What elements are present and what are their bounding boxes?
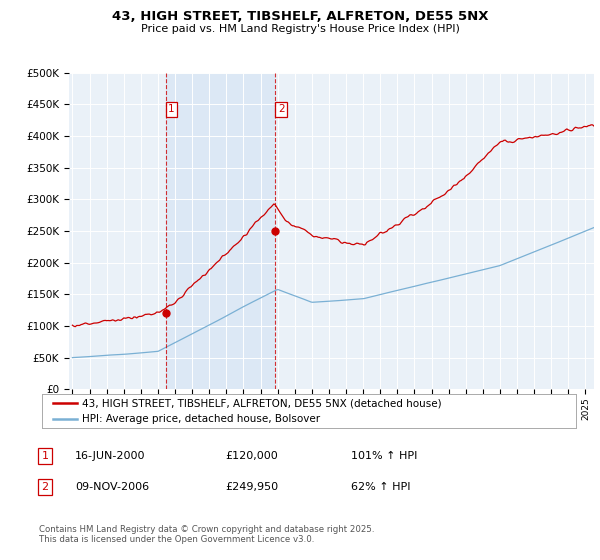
Text: 43, HIGH STREET, TIBSHELF, ALFRETON, DE55 5NX: 43, HIGH STREET, TIBSHELF, ALFRETON, DE5…: [112, 10, 488, 22]
Text: Contains HM Land Registry data © Crown copyright and database right 2025.
This d: Contains HM Land Registry data © Crown c…: [39, 525, 374, 544]
Text: HPI: Average price, detached house, Bolsover: HPI: Average price, detached house, Bols…: [82, 414, 320, 424]
Text: 62% ↑ HPI: 62% ↑ HPI: [351, 482, 410, 492]
Text: £249,950: £249,950: [225, 482, 278, 492]
Text: £120,000: £120,000: [225, 451, 278, 461]
Text: Price paid vs. HM Land Registry's House Price Index (HPI): Price paid vs. HM Land Registry's House …: [140, 24, 460, 34]
Text: 101% ↑ HPI: 101% ↑ HPI: [351, 451, 418, 461]
Text: 09-NOV-2006: 09-NOV-2006: [75, 482, 149, 492]
Bar: [166, 73, 275, 389]
Text: 1: 1: [168, 105, 175, 114]
Text: 1: 1: [41, 451, 49, 461]
Text: 2: 2: [278, 105, 284, 114]
Text: 2: 2: [41, 482, 49, 492]
Text: 16-JUN-2000: 16-JUN-2000: [75, 451, 146, 461]
Text: 43, HIGH STREET, TIBSHELF, ALFRETON, DE55 5NX (detached house): 43, HIGH STREET, TIBSHELF, ALFRETON, DE5…: [82, 398, 442, 408]
